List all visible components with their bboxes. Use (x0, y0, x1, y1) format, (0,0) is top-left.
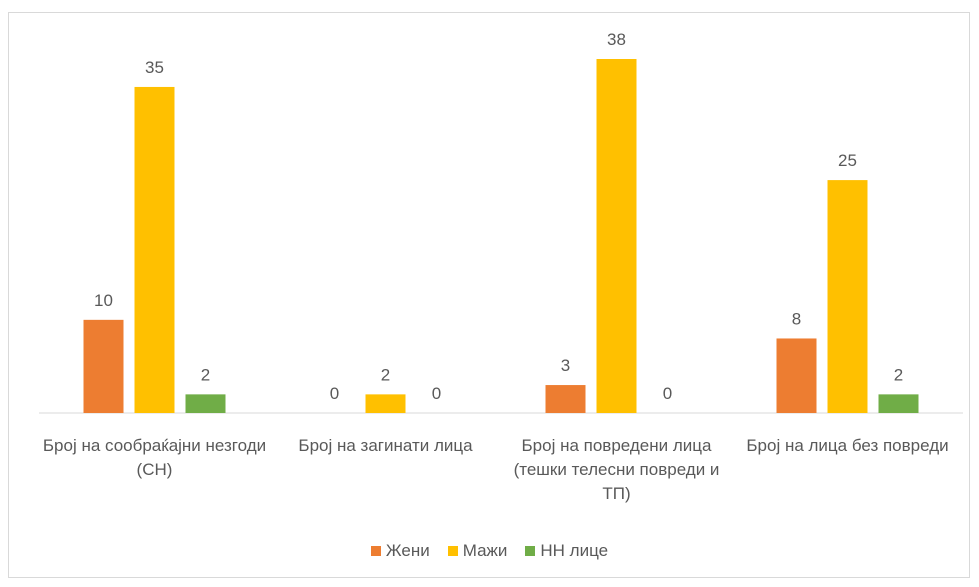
data-label: 2 (894, 365, 903, 384)
legend-label: НН лице (540, 541, 609, 560)
legend: Жени Мажи НН лице (0, 541, 979, 561)
x-tick-label: Број на сообраќајни незгоди (СН) (42, 436, 267, 479)
data-label: 10 (94, 291, 113, 310)
legend-item: Жени (370, 541, 430, 561)
data-label: 3 (561, 356, 570, 375)
data-label: 2 (201, 365, 210, 384)
legend-item: Мажи (447, 541, 508, 561)
bar (827, 180, 868, 413)
data-label: 0 (330, 384, 339, 403)
data-label: 0 (663, 384, 672, 403)
bar (134, 86, 175, 414)
legend-swatch (447, 546, 458, 556)
legend-swatch (525, 546, 536, 556)
data-label: 25 (838, 151, 857, 170)
legend-label: Жени (385, 541, 430, 560)
bar (878, 394, 919, 413)
x-tick-label: Број на загинати лица (298, 436, 473, 455)
legend-label: Мажи (462, 541, 508, 560)
data-label: 8 (792, 309, 801, 328)
bar (776, 338, 817, 413)
x-tick-label: Број на лица без повреди (746, 436, 949, 455)
data-label: 2 (381, 365, 390, 384)
legend-swatch (370, 546, 381, 556)
legend-item: НН лице (525, 541, 608, 561)
bar (83, 319, 124, 413)
data-label: 35 (145, 58, 164, 77)
bar (185, 394, 226, 413)
data-label: 38 (607, 30, 626, 49)
x-tick-label: Број на повредени лица (тешки телесни по… (513, 436, 720, 503)
chart-frame (8, 12, 970, 578)
bar (545, 385, 586, 413)
data-label: 0 (432, 384, 441, 403)
bar (365, 394, 406, 413)
bar (596, 59, 637, 413)
